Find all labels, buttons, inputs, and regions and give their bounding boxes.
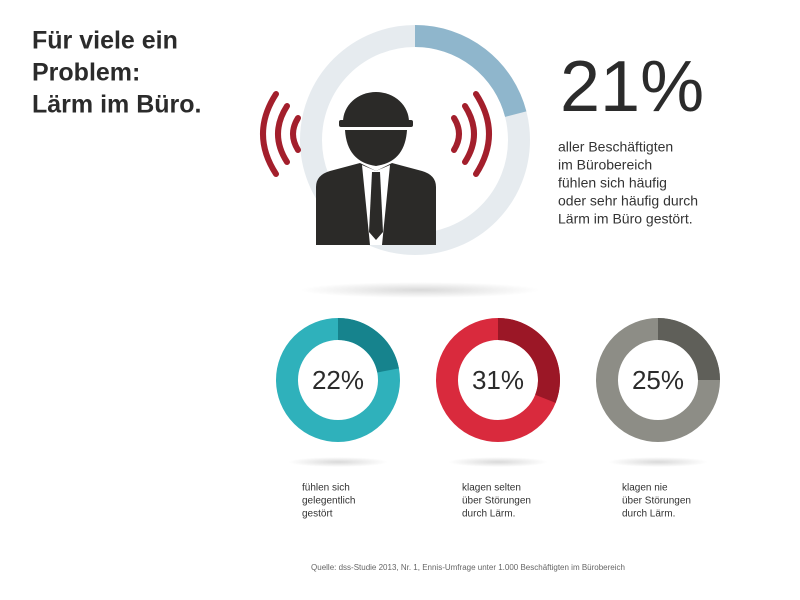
donut-caption: fühlen sich [302,483,350,494]
main-text: Lärm im Büro gestört. [558,211,693,227]
main-text: im Bürobereich [558,157,652,173]
donut-caption: gestört [302,509,333,520]
shadow [288,457,388,467]
donut-caption: durch Lärm. [622,509,675,520]
title-line: Für viele ein [32,27,178,55]
title-line: Lärm im Büro. [32,91,201,119]
donuts: 22% fühlen sich gelegentlich gestört 31% klag… [276,318,720,520]
donut-caption: klagen selten [462,483,521,494]
donut-caption: gelegentlich [302,496,355,507]
donut-caption: durch Lärm. [462,509,515,520]
donut-caption: klagen nie [622,483,668,494]
main-percentage: 21% [560,47,704,127]
donut-value [657,318,720,381]
donut-caption: über Störungen [462,496,531,507]
sound-waves [260,91,492,177]
main-text: aller Beschäftigten [558,139,673,155]
main-text: oder sehr häufig durch [558,193,698,209]
donut-value [497,318,560,403]
shadow [300,282,540,298]
source: Quelle: dss-Studie 2013, Nr. 1, Ennis-Um… [311,563,625,572]
donut-label: 22% [312,365,364,395]
ring-value [414,25,527,118]
title-line: Problem: [32,59,140,87]
donut-label: 25% [632,365,684,395]
donut-value [337,318,399,374]
donut-caption: über Störungen [622,496,691,507]
donut-label: 31% [472,365,524,395]
shadow [448,457,548,467]
main-text: fühlen sich häufig [558,175,667,191]
person-icon [316,92,436,245]
shadow [608,457,708,467]
